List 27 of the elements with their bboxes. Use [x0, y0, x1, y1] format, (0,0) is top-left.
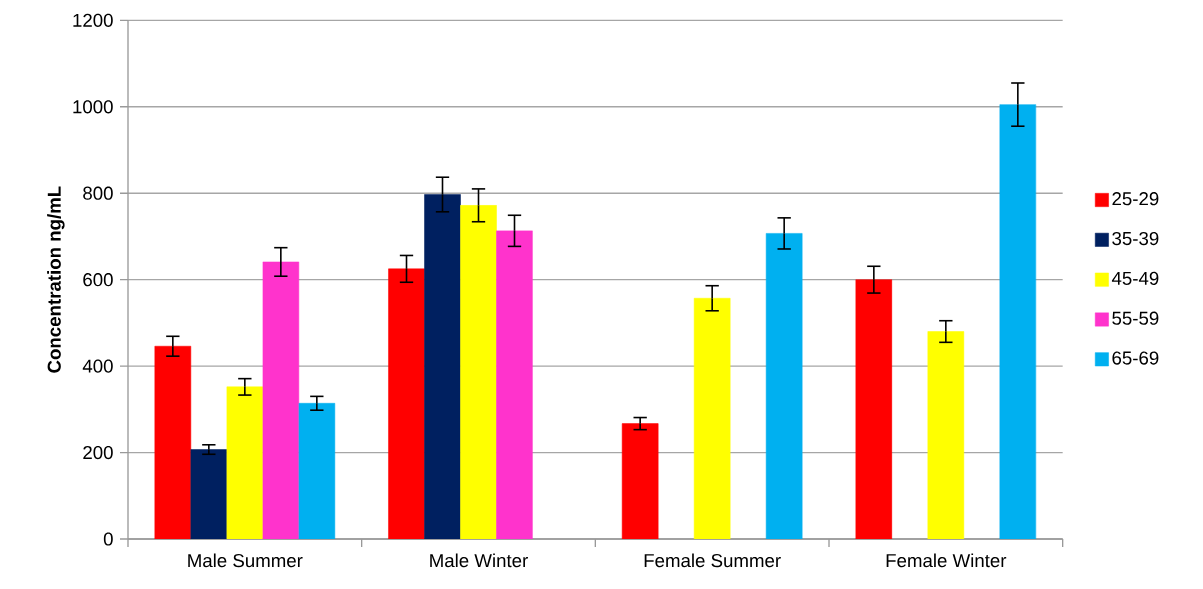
x-tick-label: Female Winter — [886, 553, 1007, 568]
y-tick-label: 600 — [83, 273, 113, 287]
y-axis-title: Concentration ng/mL — [47, 186, 65, 373]
bar — [154, 345, 192, 539]
y-tick-label: 1200 — [73, 13, 113, 27]
legend-label: 65-69 — [1112, 351, 1159, 365]
y-tick-label: 1000 — [73, 100, 113, 114]
bar — [424, 194, 461, 539]
y-tick-label: 400 — [82, 359, 113, 373]
bar — [927, 331, 965, 539]
legend-label: 25-29 — [1112, 192, 1159, 206]
legend-label: 45-49 — [1111, 271, 1159, 285]
y-tick-label: 200 — [83, 445, 113, 460]
bar — [855, 279, 893, 539]
legend-label: 55-59 — [1112, 311, 1159, 325]
bar — [621, 423, 659, 539]
bar — [693, 297, 731, 539]
legend-label: 35-39 — [1112, 231, 1159, 246]
bar — [460, 205, 497, 539]
x-tick-label: Female Summer — [644, 553, 781, 568]
bar — [388, 268, 425, 539]
bar — [190, 449, 228, 539]
y-tick-label: 0 — [103, 532, 113, 546]
bar — [226, 386, 264, 539]
y-tick-label: 800 — [83, 186, 113, 200]
x-tick-label: Male Summer — [188, 553, 303, 568]
x-tick-label: Male Winter — [430, 553, 528, 568]
